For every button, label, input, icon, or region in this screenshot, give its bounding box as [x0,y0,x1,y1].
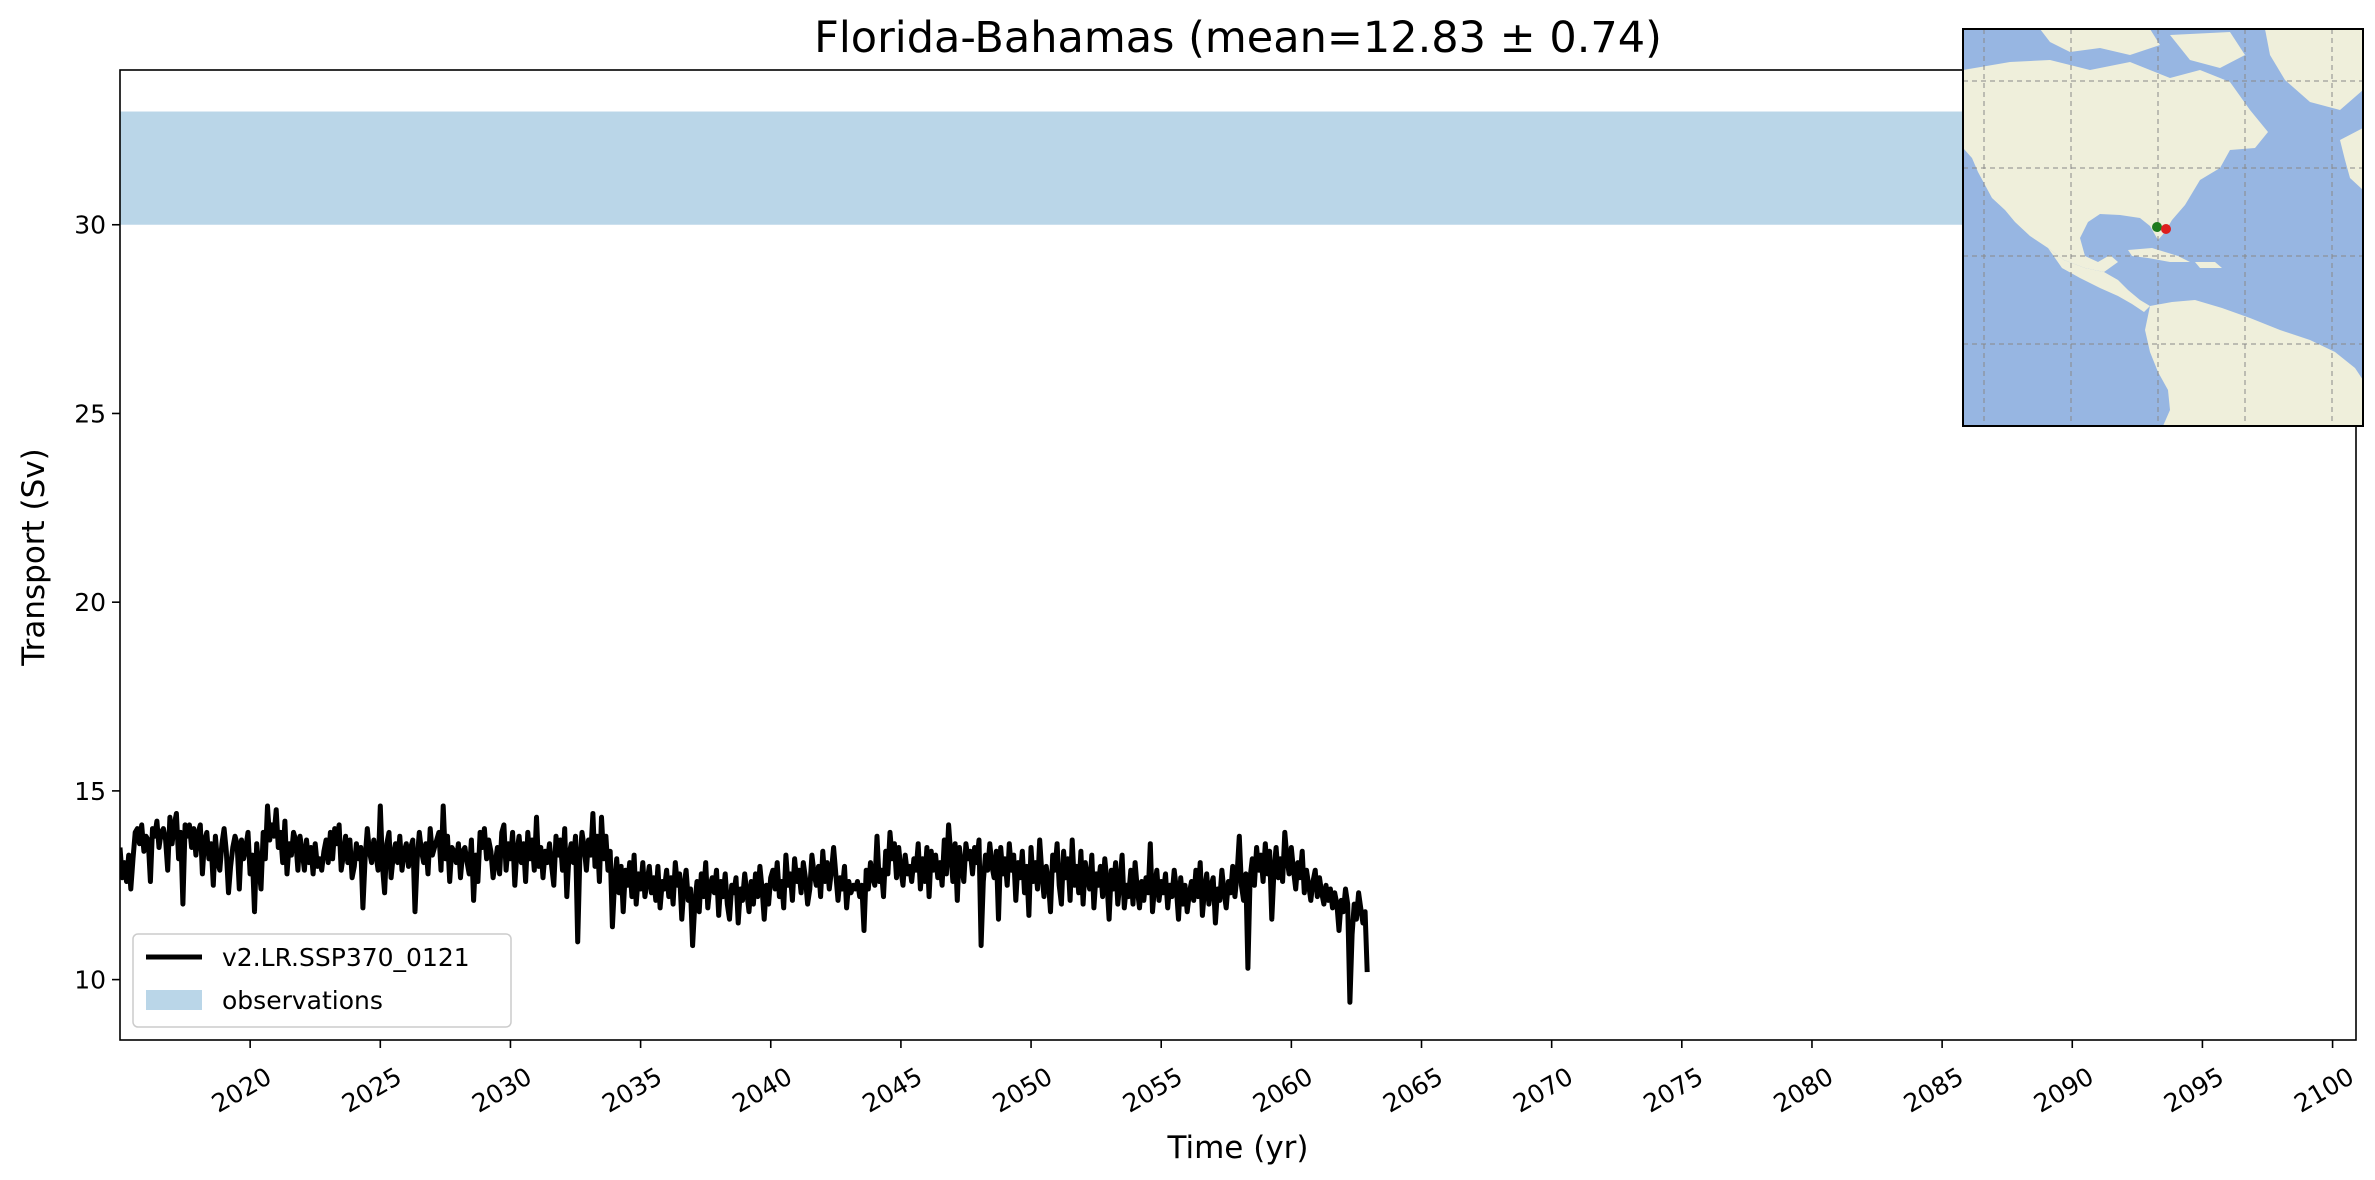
x-tick-label: 2085 [1899,1062,1969,1119]
x-tick-label: 2065 [1378,1062,1448,1119]
y-tick-label: 20 [74,588,106,617]
chart-title: Florida-Bahamas (mean=12.83 ± 0.74) [814,13,1662,63]
x-tick-label: 2075 [1638,1062,1708,1119]
x-axis-ticks: 2020 2025 2030 2035 2040 2045 2050 2055 2060 2065… [207,1040,2359,1118]
x-tick-label: 2080 [1769,1062,1839,1119]
legend-box [132,933,512,1028]
x-tick-label: 2060 [1248,1062,1318,1119]
x-tick-label: 2055 [1118,1062,1188,1119]
legend-band-swatch [146,990,202,1010]
x-axis-label: Time (yr) [1167,1130,1309,1166]
section-end-marker [2161,224,2171,234]
x-tick-label: 2025 [337,1062,407,1119]
plot-frame [119,69,2357,1041]
x-tick-label: 2070 [1508,1062,1578,1119]
section-start-marker [2152,222,2162,232]
legend: v2.LR.SSP370_0121 observations [132,933,512,1028]
x-tick-label: 2095 [2159,1062,2229,1119]
y-tick-label: 15 [74,777,106,806]
map-frame [1962,28,2364,427]
x-tick-label: 2040 [727,1062,797,1119]
transport-series-line [120,803,1370,1005]
legend-label-series: v2.LR.SSP370_0121 [222,943,470,972]
x-tick-label: 2050 [988,1062,1058,1119]
y-tick-label: 10 [74,966,106,995]
y-axis-label: Transport (Sv) [16,448,52,667]
y-tick-label: 25 [74,399,106,428]
y-tick-label: 30 [74,211,106,240]
x-tick-label: 2035 [597,1062,667,1119]
x-tick-label: 2090 [2029,1062,2099,1119]
x-tick-label: 2100 [2289,1062,2359,1119]
legend-label-observations: observations [222,986,383,1015]
x-tick-label: 2020 [207,1062,277,1119]
location-inset-map [1962,28,2364,427]
x-tick-label: 2030 [467,1062,537,1119]
x-tick-label: 2045 [858,1062,928,1119]
y-axis-ticks: 10 15 20 25 30 [74,211,120,995]
map-land [1963,29,2363,426]
